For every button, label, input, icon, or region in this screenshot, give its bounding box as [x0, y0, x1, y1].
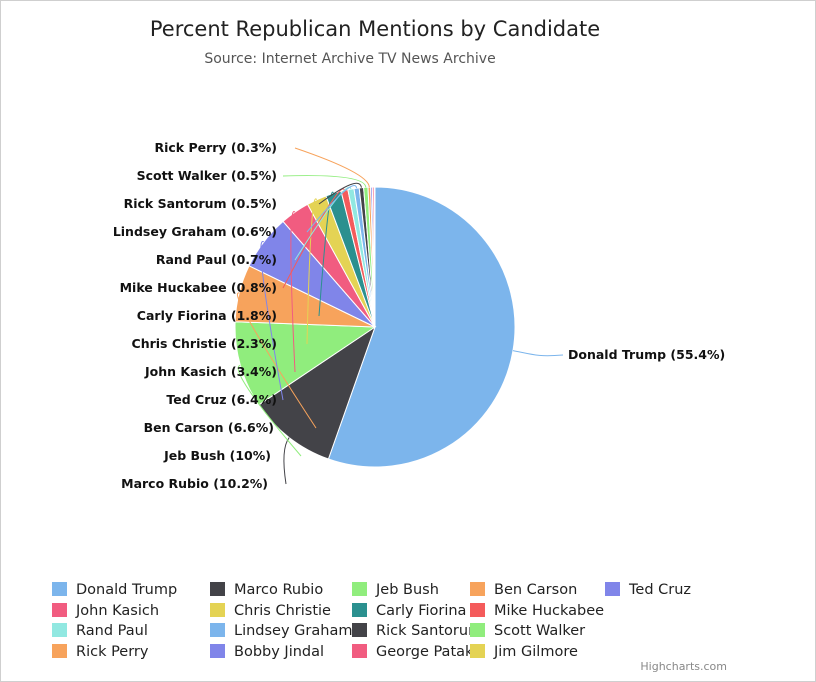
connector-ben-carson — [236, 292, 317, 429]
data-label-rick-perry: Rick Perry (0.3%) — [154, 140, 277, 155]
data-label-rick-santorum: Rick Santorum (0.5%) — [124, 196, 277, 211]
legend-item-jeb-bush[interactable]: Jeb Bush — [352, 582, 439, 598]
legend-label: Mike Huckabee — [494, 603, 604, 619]
legend-swatch — [470, 603, 485, 617]
legend-item-bobby-jindal[interactable]: Bobby Jindal — [210, 644, 324, 660]
legend-label: Carly Fiorina — [376, 603, 466, 619]
legend-label: Ted Cruz — [628, 582, 691, 598]
legend-label: Chris Christie — [234, 603, 331, 619]
connector-carly-fiorina — [318, 191, 334, 317]
connector-lindsey-graham — [306, 185, 358, 233]
legend-label: John Kasich — [75, 603, 159, 619]
legend: Donald Trump Marco Rubio Jeb Bush Ben Carso… — [52, 582, 691, 660]
legend-label: Rick Perry — [76, 644, 149, 660]
data-label-scott-walker: Scott Walker (0.5%) — [137, 168, 277, 183]
legend-item-lindsey-graham[interactable]: Lindsey Graham — [210, 623, 352, 639]
connector-scott-walker — [282, 175, 367, 188]
connector-marco-rubio — [283, 437, 290, 485]
slice-jeb-bush[interactable] — [234, 321, 377, 406]
connector-ted-cruz — [260, 241, 284, 401]
legend-swatch — [605, 582, 620, 596]
data-label-john-kasich: John Kasich (3.4%) — [144, 364, 277, 379]
legend-item-mike-huckabee[interactable]: Mike Huckabee — [470, 603, 604, 619]
legend-swatch — [352, 603, 367, 617]
slice-jim-gilmore[interactable] — [373, 186, 376, 328]
data-label-jeb-bush: Jeb Bush (10%) — [163, 448, 271, 463]
legend-swatch — [470, 623, 485, 637]
legend-item-john-kasich[interactable]: John Kasich — [52, 603, 159, 619]
legend-swatch — [52, 644, 67, 658]
legend-swatch — [352, 644, 367, 658]
legend-item-ted-cruz[interactable]: Ted Cruz — [605, 582, 691, 598]
data-label-ben-carson: Ben Carson (6.6%) — [144, 420, 274, 435]
legend-label: Jeb Bush — [375, 582, 439, 598]
chart-subtitle: Source: Internet Archive TV News Archive — [204, 51, 495, 67]
connector-rick-perry — [294, 147, 370, 188]
legend-item-marco-rubio[interactable]: Marco Rubio — [210, 582, 323, 598]
legend-label: Marco Rubio — [234, 582, 323, 598]
chart-title: Percent Republican Mentions by Candidate — [150, 17, 600, 41]
legend-label: Bobby Jindal — [234, 644, 324, 660]
connector-jeb-bush — [237, 364, 302, 457]
legend-item-george-pataki[interactable]: George Pataki — [352, 644, 477, 660]
data-label-ted-cruz: Ted Cruz (6.4%) — [166, 392, 277, 407]
legend-item-rand-paul[interactable]: Rand Paul — [52, 623, 148, 639]
data-label-mike-huckabee: Mike Huckabee (0.8%) — [120, 280, 277, 295]
data-label-lindsey-graham: Lindsey Graham (0.6%) — [113, 224, 277, 239]
legend-label: Lindsey Graham — [234, 623, 352, 639]
legend-swatch — [470, 582, 485, 596]
legend-item-donald-trump[interactable]: Donald Trump — [52, 582, 177, 598]
legend-item-scott-walker[interactable]: Scott Walker — [470, 623, 585, 639]
data-label-donald-trump: Donald Trump (55.4%) — [568, 347, 725, 362]
connector-rick-santorum — [318, 182, 362, 205]
legend-swatch — [210, 603, 225, 617]
legend-swatch — [52, 582, 67, 596]
legend-item-rick-santorum[interactable]: Rick Santorum — [352, 623, 482, 639]
legend-label: Scott Walker — [494, 623, 585, 639]
legend-swatch — [210, 644, 225, 658]
label-connectors — [236, 147, 564, 485]
data-label-marco-rubio: Marco Rubio (10.2%) — [121, 476, 268, 491]
legend-swatch — [352, 623, 367, 637]
legend-swatch — [210, 582, 225, 596]
legend-swatch — [52, 623, 67, 637]
data-label-carly-fiorina: Carly Fiorina (1.8%) — [137, 308, 277, 323]
data-label-chris-christie: Chris Christie (2.3%) — [132, 336, 277, 351]
legend-item-chris-christie[interactable]: Chris Christie — [210, 603, 331, 619]
legend-item-rick-perry[interactable]: Rick Perry — [52, 644, 149, 660]
connector-donald-trump — [512, 350, 564, 357]
legend-label: Rick Santorum — [376, 623, 482, 639]
legend-swatch — [210, 623, 225, 637]
data-labels: Donald Trump (55.4%) Marco Rubio (10.2%) J… — [113, 140, 725, 491]
pie-slices — [234, 186, 516, 468]
legend-label: Rand Paul — [76, 623, 148, 639]
legend-swatch — [352, 582, 367, 596]
legend-label: Donald Trump — [76, 582, 177, 598]
connector-john-kasich — [290, 210, 296, 373]
connector-chris-christie — [306, 198, 318, 345]
credits-link[interactable]: Highcharts.com — [640, 660, 727, 673]
legend-item-carly-fiorina[interactable]: Carly Fiorina — [352, 603, 466, 619]
legend-swatch — [470, 644, 485, 658]
legend-label: Jim Gilmore — [493, 644, 578, 660]
legend-item-ben-carson[interactable]: Ben Carson — [470, 582, 577, 598]
legend-label: Ben Carson — [494, 582, 577, 598]
data-label-rand-paul: Rand Paul (0.7%) — [156, 252, 277, 267]
legend-swatch — [52, 603, 67, 617]
legend-label: George Pataki — [376, 644, 477, 660]
legend-item-jim-gilmore[interactable]: Jim Gilmore — [470, 644, 578, 660]
